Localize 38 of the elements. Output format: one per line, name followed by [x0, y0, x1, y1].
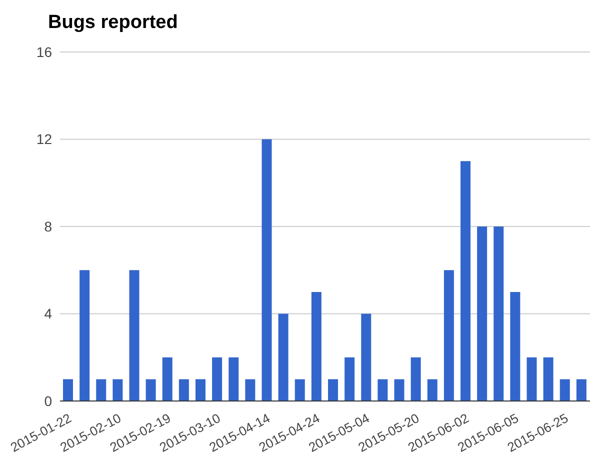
bar: [311, 292, 322, 401]
bar: [196, 379, 206, 401]
bar: [526, 357, 537, 401]
bar: [129, 270, 140, 401]
bar: [477, 226, 488, 401]
y-tick-label: 12: [36, 131, 52, 148]
bar: [96, 379, 106, 401]
y-tick-label: 4: [44, 306, 52, 322]
bar: [427, 379, 438, 401]
y-tick-label: 8: [44, 218, 52, 234]
bar: [162, 357, 172, 401]
bar: [262, 139, 272, 401]
bar: [328, 379, 338, 401]
bar: [361, 314, 372, 401]
bar: [410, 357, 421, 401]
bar: [212, 357, 222, 401]
bar: [228, 357, 239, 401]
bar: [146, 379, 156, 401]
bar: [494, 226, 504, 401]
bar: [80, 270, 90, 401]
bar: [394, 379, 404, 401]
bar: [63, 379, 73, 401]
bar: [344, 357, 355, 401]
bar: [245, 379, 256, 401]
bar: [294, 379, 305, 401]
chart-title: Bugs reported: [48, 12, 178, 34]
bar: [510, 292, 520, 401]
bar: [543, 357, 554, 401]
bar: [460, 161, 470, 401]
bar: [112, 379, 123, 401]
bar: [378, 379, 388, 401]
bar: [178, 379, 189, 401]
y-tick-label: 0: [44, 392, 52, 409]
bar: [278, 314, 288, 401]
bar: [576, 379, 586, 401]
bar: [560, 379, 570, 401]
bar: [444, 270, 454, 401]
y-tick-label: 16: [36, 44, 52, 60]
